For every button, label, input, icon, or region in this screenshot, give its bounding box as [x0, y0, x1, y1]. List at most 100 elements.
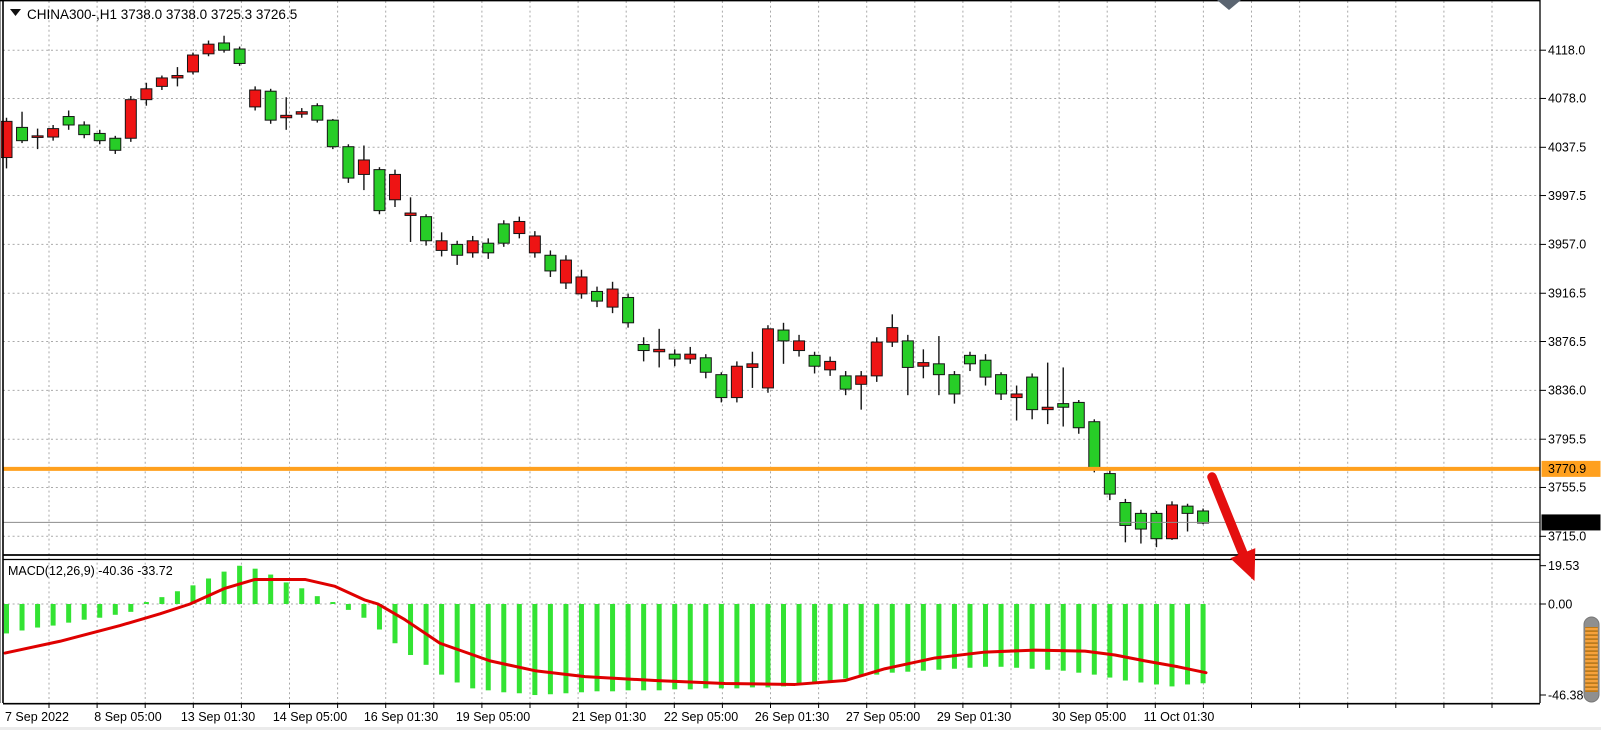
macd-bar [470, 604, 476, 689]
down-arrow-annotation[interactable] [1207, 472, 1256, 581]
macd-bar [594, 604, 600, 692]
candle [389, 173, 401, 201]
candle [295, 111, 308, 115]
candle [808, 354, 821, 367]
candle [622, 296, 635, 324]
macd-bar [66, 604, 72, 623]
candle [1088, 421, 1101, 469]
macd-bar [454, 604, 460, 683]
svg-text:3770.9: 3770.9 [1548, 462, 1586, 476]
macd-bar [330, 602, 336, 604]
candle [1119, 502, 1132, 526]
candle [948, 374, 961, 395]
candle [186, 54, 199, 73]
macd-bar [174, 591, 180, 604]
svg-text:16 Sep 01:30: 16 Sep 01:30 [364, 710, 438, 724]
macd-bar [656, 604, 662, 691]
candle [839, 375, 852, 390]
price-level-lines[interactable] [3, 466, 1540, 523]
macd-bar [1060, 604, 1066, 671]
macd-bar [951, 604, 957, 669]
svg-text:21 Sep 01:30: 21 Sep 01:30 [572, 710, 646, 724]
candle [1057, 403, 1070, 408]
candle [870, 341, 883, 377]
candle [575, 276, 588, 295]
macd-bar [641, 604, 647, 691]
candle [886, 327, 899, 343]
candle [591, 290, 604, 302]
scrollbar-thumb[interactable] [1583, 616, 1600, 703]
candle [1010, 393, 1023, 399]
grid [3, 1, 1540, 703]
macd-bar [268, 574, 274, 604]
macd-bar [501, 604, 507, 693]
svg-text:0.00: 0.00 [1548, 597, 1572, 611]
candle [109, 137, 122, 151]
macd-bar [983, 604, 989, 667]
svg-text:19 Sep 05:00: 19 Sep 05:00 [456, 710, 530, 724]
candle [218, 42, 231, 51]
macd-bar [299, 588, 305, 604]
macd-bar [610, 604, 616, 692]
candle [1197, 510, 1210, 524]
candle [342, 146, 355, 179]
time-scale[interactable]: 7 Sep 2022 8 Sep 05:00 13 Sep 01:30 14 Sep … [5, 703, 1493, 724]
svg-text:7 Sep 2022: 7 Sep 2022 [5, 710, 69, 724]
candle [47, 128, 60, 138]
macd-bar [1153, 604, 1159, 685]
candle [62, 116, 75, 126]
macd-bar [765, 604, 771, 688]
macd-bar [143, 602, 149, 604]
macd-indicator-label: MACD(12,26,9) -40.36 -33.72 [8, 564, 173, 578]
symbol-dropdown-icon[interactable] [10, 9, 21, 16]
candle [233, 48, 246, 64]
candle [559, 259, 572, 284]
svg-text:22 Sep 05:00: 22 Sep 05:00 [664, 710, 738, 724]
candle [264, 90, 277, 121]
macd-bar [718, 604, 724, 689]
macd-signal-line [3, 577, 1208, 686]
candle [932, 363, 945, 376]
pane-separator[interactable] [3, 554, 1540, 561]
macd-bar [516, 604, 522, 694]
candle [326, 119, 339, 148]
candle [730, 365, 743, 399]
svg-text:8 Sep 05:00: 8 Sep 05:00 [94, 710, 161, 724]
candle [497, 223, 510, 244]
candle [249, 89, 262, 108]
macd-bar [112, 604, 118, 615]
svg-text:29 Sep 01:30: 29 Sep 01:30 [937, 710, 1011, 724]
svg-text:3916.5: 3916.5 [1548, 287, 1586, 301]
candle [280, 114, 293, 119]
macd-bar [936, 604, 942, 670]
candle [995, 374, 1008, 395]
macd-bar [1045, 604, 1051, 670]
svg-text:4037.5: 4037.5 [1548, 141, 1586, 155]
macd-bar [128, 604, 134, 612]
candle [1166, 504, 1178, 540]
candle [513, 220, 526, 235]
candle [420, 216, 433, 242]
price-scale[interactable]: 4118.0 4078.0 4037.5 3997.5 3957.0 3916.5 3876… [1540, 44, 1586, 703]
macd-bar [532, 604, 538, 696]
candle [1041, 406, 1054, 411]
macd-bar [1169, 604, 1175, 687]
macd-bar [408, 604, 414, 656]
candle [653, 348, 666, 353]
svg-text:19.53: 19.53 [1548, 559, 1579, 573]
candle [855, 375, 868, 385]
candle [793, 340, 806, 352]
candle [140, 88, 153, 101]
candle [311, 105, 324, 121]
macd-bar [97, 604, 103, 618]
macd-bar [206, 578, 212, 604]
macd-bar [889, 604, 895, 673]
macd-bar [920, 604, 926, 671]
candle [93, 132, 106, 142]
macd-bar [485, 604, 491, 691]
candle [202, 43, 215, 55]
macd-bar [874, 604, 880, 675]
candle [373, 169, 386, 212]
candle [357, 159, 370, 175]
